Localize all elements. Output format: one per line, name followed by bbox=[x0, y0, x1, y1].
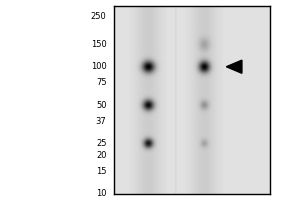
Text: 37: 37 bbox=[96, 117, 106, 126]
Text: 25: 25 bbox=[96, 139, 106, 148]
Text: 250: 250 bbox=[91, 12, 106, 21]
Text: 150: 150 bbox=[91, 40, 106, 49]
Text: 75: 75 bbox=[96, 78, 106, 87]
Text: 20: 20 bbox=[96, 151, 106, 160]
Text: 10: 10 bbox=[96, 190, 106, 198]
Polygon shape bbox=[226, 60, 242, 73]
Text: 100: 100 bbox=[91, 62, 106, 71]
Text: 15: 15 bbox=[96, 167, 106, 176]
Text: 50: 50 bbox=[96, 101, 106, 110]
